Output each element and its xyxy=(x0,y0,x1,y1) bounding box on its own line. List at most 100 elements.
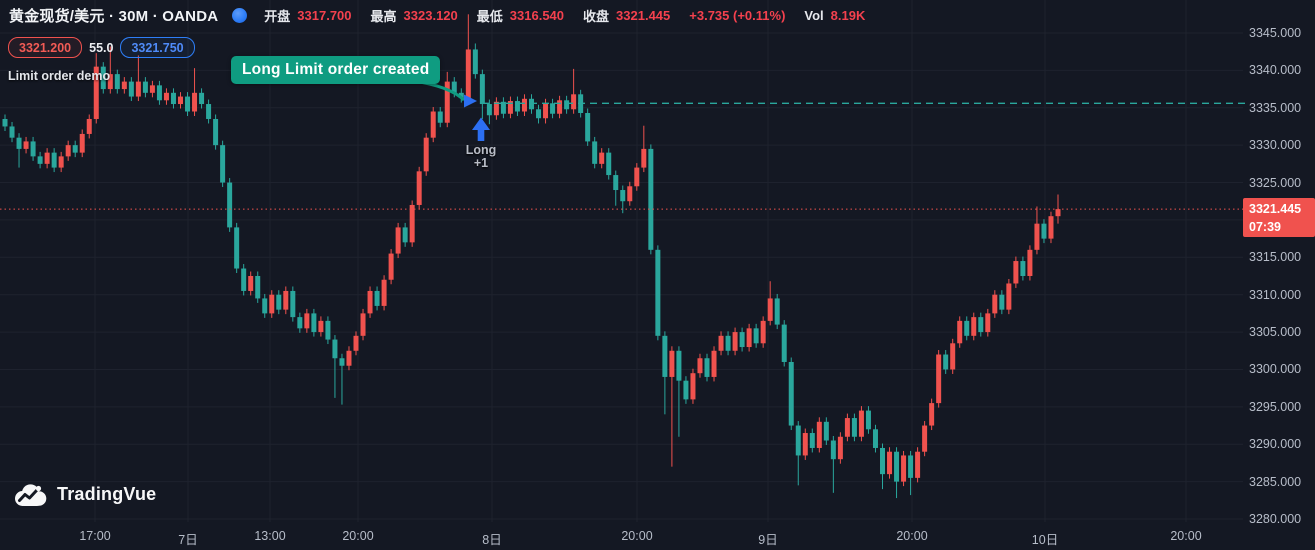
long-entry-label: Long +1 xyxy=(456,144,506,170)
candle-body xyxy=(297,317,303,329)
candle-body xyxy=(669,350,675,377)
candle-body xyxy=(479,74,485,105)
candle-body xyxy=(72,145,78,153)
price-axis-label: 3340.000 xyxy=(1249,63,1302,78)
candle-body xyxy=(894,451,900,482)
candle-body xyxy=(795,425,801,456)
candle-body xyxy=(65,145,71,157)
candle-body xyxy=(241,268,247,291)
candle-body xyxy=(402,227,408,243)
candle-body xyxy=(739,332,745,348)
candle-body xyxy=(627,186,633,202)
candle-body xyxy=(887,451,893,475)
candle-body xyxy=(304,313,310,329)
candle-body xyxy=(837,436,843,460)
price-axis-label: 3330.000 xyxy=(1249,138,1302,153)
candle-body xyxy=(128,81,134,97)
candle-body xyxy=(514,101,520,112)
candle-body xyxy=(704,358,710,377)
candle-body xyxy=(683,380,689,400)
candle-body xyxy=(170,92,176,105)
candle-body xyxy=(30,141,36,157)
candle-body xyxy=(346,350,352,366)
order-created-badge[interactable]: Long Limit order created xyxy=(231,56,441,84)
candle-body xyxy=(732,332,738,351)
candle-body xyxy=(529,98,534,110)
candle-body xyxy=(1041,223,1047,239)
candle-body xyxy=(943,354,949,370)
candle-body xyxy=(992,294,998,314)
candle-body xyxy=(718,335,724,351)
spread-value: 55.0 xyxy=(89,40,114,55)
price-axis-label: 3310.000 xyxy=(1249,287,1302,302)
candle-body xyxy=(493,101,499,116)
candle-body xyxy=(388,253,394,280)
candle-body xyxy=(2,118,8,127)
long-qty-text: +1 xyxy=(473,156,489,170)
watermark-text: TradingVue xyxy=(57,484,157,504)
candles-layer xyxy=(2,14,1061,499)
candle-body xyxy=(844,418,850,437)
candle-body xyxy=(339,358,345,366)
candle-body xyxy=(865,410,871,430)
candle-body xyxy=(830,440,836,460)
candle-body xyxy=(978,317,984,333)
candle-body xyxy=(255,276,261,299)
candle-body xyxy=(676,350,682,381)
candle-body xyxy=(571,94,577,110)
candle-body xyxy=(220,145,226,183)
candle-body xyxy=(1048,216,1054,239)
candle-body xyxy=(199,92,205,105)
candle-body xyxy=(332,339,338,359)
time-axis[interactable]: 17:00 7日 13:00 20:00 8日 20:00 9日 20:00 10日 20:00 xyxy=(0,524,1315,550)
candle-body xyxy=(711,350,717,377)
price-axis-label: 3335.000 xyxy=(1249,100,1302,115)
candle-body xyxy=(999,294,1005,310)
time-axis-label: 10日 xyxy=(1031,533,1059,547)
candle-body xyxy=(44,152,50,164)
candle-body xyxy=(536,109,542,119)
candle-body xyxy=(381,279,387,306)
candle-body xyxy=(206,104,212,119)
candle-body xyxy=(788,361,794,426)
candle-body xyxy=(1006,283,1012,310)
candle-body xyxy=(1027,249,1033,277)
candle-body xyxy=(851,418,857,437)
last-price-badge: 3321.445 07:39 xyxy=(1243,198,1315,237)
limit-order-marker-icon[interactable] xyxy=(464,94,477,108)
candle-body xyxy=(311,313,317,333)
candle-body xyxy=(823,421,829,441)
candle-body xyxy=(416,171,422,205)
candle-body xyxy=(655,249,661,336)
candle-body xyxy=(374,290,380,306)
candle-body xyxy=(318,320,324,333)
candle-body xyxy=(662,335,668,377)
candle-body xyxy=(185,96,191,112)
candle-body xyxy=(353,335,359,351)
candle-body xyxy=(550,103,556,114)
ask-price-pill[interactable]: 3321.750 xyxy=(120,37,195,58)
candle-body xyxy=(58,156,64,168)
price-axis[interactable]: 3321.445 07:39 3345.000 3340.000 3335.000 3… xyxy=(1243,0,1315,526)
candle-body xyxy=(613,175,619,191)
candle-body xyxy=(543,103,549,119)
time-axis-label: 20:00 xyxy=(621,529,653,543)
candle-body xyxy=(121,81,127,90)
candle-body xyxy=(192,92,198,112)
candle-body xyxy=(915,451,921,478)
candle-body xyxy=(472,49,478,75)
candle-body xyxy=(985,313,991,333)
price-axis-label: 3305.000 xyxy=(1249,325,1302,340)
chart-grid xyxy=(0,0,1243,522)
candle-body xyxy=(767,298,773,321)
quote-panel: 3321.200 55.0 3321.750 xyxy=(8,37,195,58)
long-entry-arrow-icon[interactable] xyxy=(472,117,490,142)
candle-body xyxy=(634,167,640,187)
candle-body xyxy=(360,313,366,336)
candle-body xyxy=(1055,209,1061,217)
candle-body xyxy=(606,152,612,176)
candle-body xyxy=(437,111,443,123)
candle-body xyxy=(1020,261,1026,277)
bid-price-pill[interactable]: 3321.200 xyxy=(8,37,83,58)
